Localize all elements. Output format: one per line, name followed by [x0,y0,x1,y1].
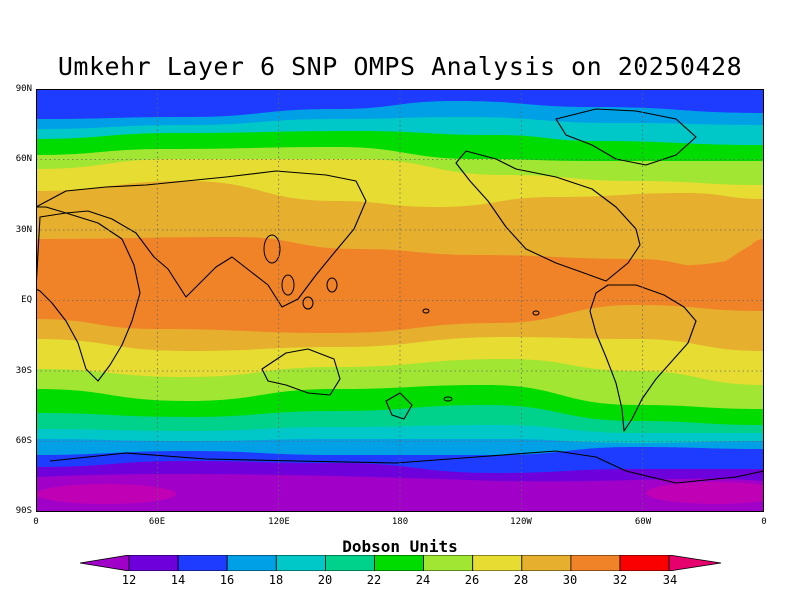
coastline-3 [589,284,697,432]
map-title: Umkehr Layer 6 SNP OMPS Analysis on 2025… [57,52,743,81]
colorbar-label-30: 30 [562,573,578,587]
colorbar-swatch-2 [177,555,228,571]
colorbar-swatch-8 [472,555,523,571]
island-3 [422,308,430,314]
lat-label-eq: EQ [21,295,32,305]
colorbar-label-28: 28 [513,573,529,587]
colorbar-swatch-6 [374,555,424,571]
colorbar-label-16: 16 [219,573,235,587]
island-6 [326,277,338,293]
colorbar-label-20: 20 [317,573,333,587]
lon-label-0-east: 0 [761,517,767,527]
contour-band-polar-south [36,474,764,512]
colorbar-swatch-10 [570,555,621,571]
colorbar-label-32: 32 [612,573,628,587]
lat-label-90n: 90N [15,84,32,94]
lat-label-30s: 30S [15,366,32,376]
coastline-4 [261,348,341,396]
coastline-6 [555,108,697,166]
lat-label-90s: 90S [15,506,32,516]
island-4 [443,396,453,402]
colorbar [80,555,722,571]
colorbar-low-arrow [80,555,130,571]
colorbar-swatch-1 [128,555,179,571]
coastline-2 [455,150,641,282]
colorbar-swatch-11 [619,555,670,571]
lon-label-60e: 60E [148,517,166,527]
colorbar-swatch-7 [423,555,474,571]
graticule-grid [36,89,764,512]
lon-label-180: 180 [391,517,409,527]
contour-band-polar-min-1 [36,484,176,504]
contour-band-arctic-low [466,93,556,98]
colorbar-label-12: 12 [121,573,137,587]
lon-label-0: 0 [33,517,39,527]
colorbar-title: Dobson Units [342,537,458,556]
island-0 [263,234,281,264]
colorbar-swatch-4 [275,555,326,571]
coastline-5 [385,392,413,420]
coastline-7 [49,450,764,484]
lon-label-120e: 120E [268,517,290,527]
colorbar-label-22: 22 [366,573,382,587]
island-2 [302,296,314,310]
colorbar-high-arrow [668,555,722,571]
colorbar-label-24: 24 [415,573,431,587]
island-5 [532,310,540,316]
coastline-1 [36,212,141,382]
colorbar-swatch-9 [521,555,572,571]
colorbar-label-18: 18 [268,573,284,587]
lat-label-30n: 30N [15,225,32,235]
lon-label-120w: 120W [510,517,532,527]
ozone-contour-bands [36,89,764,512]
colorbar-label-26: 26 [464,573,480,587]
contour-band-atlantic-max [596,239,764,301]
contour-band-polar-min-2 [646,482,764,504]
lat-label-60n: 60N [15,154,32,164]
lon-label-60w: 60W [634,517,652,527]
ozone-map [36,89,764,512]
colorbar-label-34: 34 [662,573,678,587]
colorbar-label-14: 14 [170,573,186,587]
coastline-0 [36,170,367,308]
map-panel [36,89,764,512]
island-1 [281,274,295,296]
map-frame [36,89,764,512]
coastlines [36,108,764,484]
colorbar-swatch-5 [324,555,375,571]
lat-label-60s: 60S [15,436,32,446]
colorbar-swatch-3 [226,555,277,571]
